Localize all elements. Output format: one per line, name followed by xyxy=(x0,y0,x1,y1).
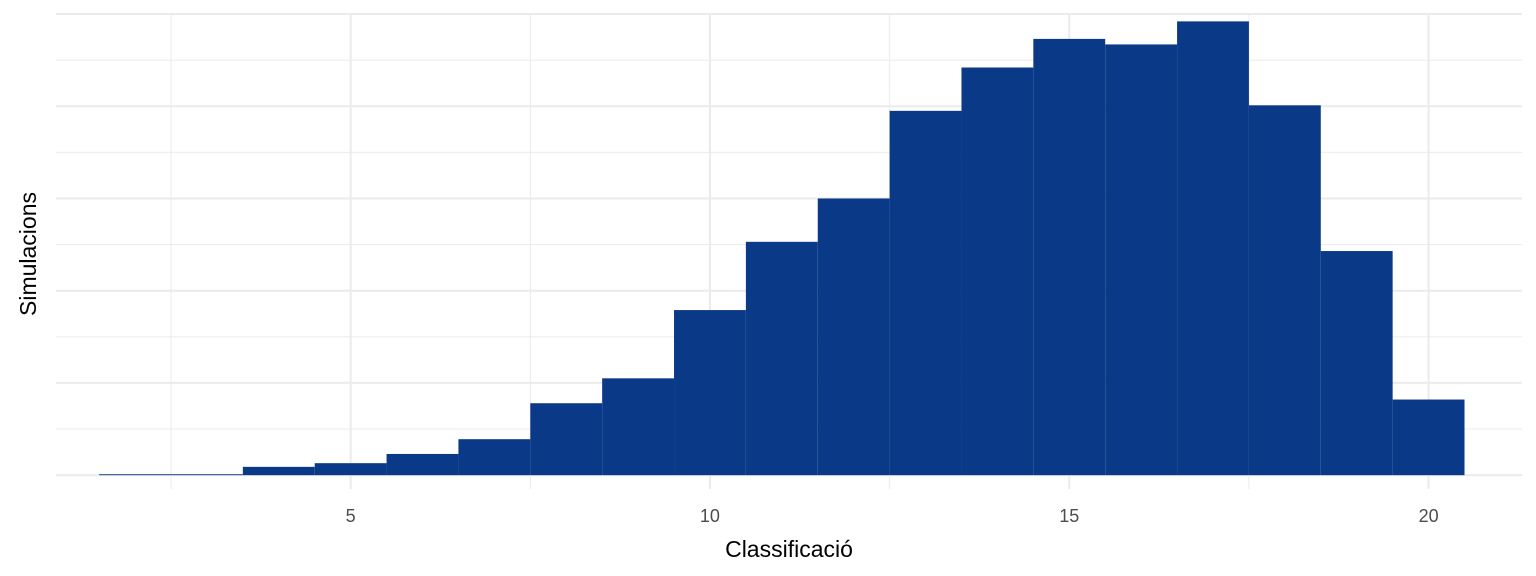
histogram-bar xyxy=(1033,38,1106,476)
histogram-bar xyxy=(314,463,387,476)
histogram-bar xyxy=(674,310,746,476)
x-tick-label: 10 xyxy=(700,506,720,526)
x-axis-title: Classificació xyxy=(725,536,853,562)
histogram-bar xyxy=(1105,44,1178,476)
histogram-bar xyxy=(602,378,675,476)
histogram-bar xyxy=(530,403,603,476)
histogram-bar xyxy=(458,439,531,476)
histogram-bar xyxy=(1392,399,1465,476)
x-axis-tick-labels: 5 10 15 20 xyxy=(346,506,1439,526)
x-tick-label: 15 xyxy=(1059,506,1079,526)
histogram-bar xyxy=(1177,21,1249,476)
histogram-bar xyxy=(1320,251,1393,476)
histogram-bars xyxy=(99,21,1465,476)
y-axis-title: Simulacions xyxy=(15,192,41,316)
histogram-bar xyxy=(1248,105,1321,476)
histogram-bar xyxy=(99,474,171,476)
x-tick-label: 20 xyxy=(1419,506,1439,526)
histogram-bar xyxy=(745,241,818,476)
histogram-bar xyxy=(386,453,459,476)
histogram-bar xyxy=(817,198,890,476)
histogram-bar xyxy=(170,474,243,476)
histogram-bar xyxy=(889,110,962,476)
histogram-bar xyxy=(242,466,315,476)
x-tick-label: 5 xyxy=(346,506,356,526)
histogram-bar xyxy=(961,67,1034,476)
